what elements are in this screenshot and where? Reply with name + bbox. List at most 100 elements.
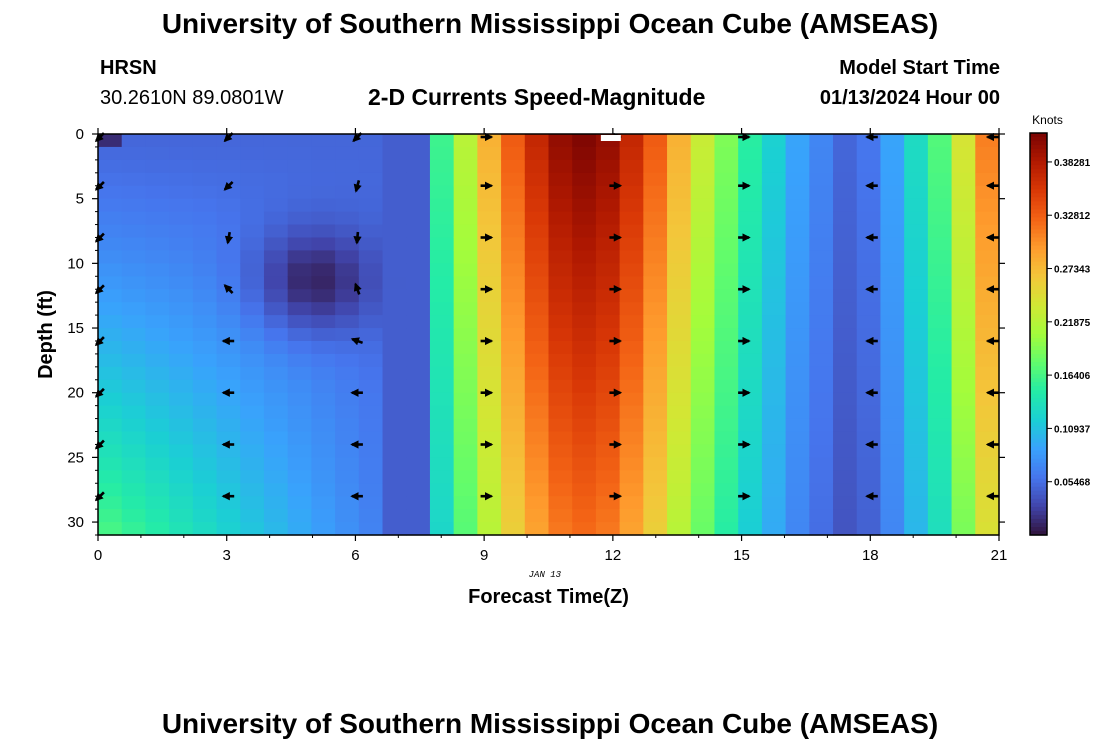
heatmap-cell [240, 522, 265, 536]
heatmap-cell [785, 263, 810, 277]
heatmap-cell [856, 444, 882, 458]
heatmap-cell [667, 366, 692, 381]
colorbar-segment [1030, 257, 1047, 263]
heatmap-cell [667, 159, 692, 174]
heatmap-cell [429, 134, 455, 148]
heatmap-cell [216, 444, 241, 458]
heatmap-cell [240, 224, 265, 239]
heatmap-cell [453, 522, 478, 536]
colorbar-segment [1030, 366, 1047, 371]
colorbar-segment [1030, 133, 1047, 138]
heatmap-cell [595, 483, 621, 497]
heatmap-cell [572, 237, 597, 252]
heatmap-cell [358, 366, 384, 381]
heatmap-cell [667, 172, 692, 187]
heatmap-cell [169, 392, 194, 407]
heatmap-cell [429, 353, 455, 368]
colorbar-segment [1030, 398, 1047, 403]
heatmap-cell [690, 146, 716, 161]
heatmap-cell [690, 405, 716, 420]
heatmap-cell [833, 405, 858, 420]
x-tick-label: 18 [862, 547, 879, 564]
heatmap-cell [951, 509, 976, 523]
colorbar-segment [1030, 249, 1047, 255]
heatmap-cell [738, 237, 763, 252]
heatmap-cell [501, 522, 526, 536]
heatmap-cell [951, 134, 976, 148]
heatmap-cell [169, 263, 194, 277]
colorbar-segment [1030, 209, 1047, 214]
heatmap-cell [524, 444, 550, 458]
heatmap-cell [121, 328, 147, 342]
heatmap-cell [358, 237, 384, 252]
heatmap-cell [429, 315, 455, 329]
heatmap-cell [192, 263, 218, 277]
heatmap-cell [406, 263, 431, 277]
heatmap-cell [572, 379, 597, 394]
heatmap-cell [927, 470, 953, 484]
heatmap-cell [619, 159, 644, 174]
heatmap-cell [429, 237, 455, 252]
heatmap-cell [382, 405, 407, 420]
heatmap-cell [98, 289, 123, 303]
heatmap-cell [809, 289, 834, 303]
heatmap-cell [761, 302, 787, 316]
heatmap-cell [809, 431, 834, 446]
heatmap-cell [311, 302, 336, 316]
heatmap-cell [667, 483, 692, 497]
heatmap-cell [619, 198, 644, 213]
heatmap-cell [856, 302, 882, 316]
heatmap-cell [477, 366, 502, 381]
heatmap-cell [477, 159, 502, 174]
heatmap-cell [382, 315, 407, 329]
colorbar-segment [1030, 350, 1047, 355]
model-start-label: Model Start Time [839, 57, 1000, 79]
heatmap-cell [785, 276, 810, 290]
heatmap-cell [975, 509, 1000, 523]
heatmap-cell [524, 250, 550, 264]
colorbar-segment [1030, 325, 1047, 331]
heatmap-cell [548, 172, 573, 187]
heatmap-cell [690, 224, 716, 239]
heatmap-cell [548, 224, 573, 239]
heatmap-cell [927, 431, 953, 446]
heatmap-cell [240, 444, 265, 458]
heatmap-cell [501, 340, 526, 355]
heatmap-cell [856, 405, 882, 420]
heatmap-cell [524, 134, 550, 148]
heatmap-cell [121, 431, 147, 446]
colorbar-segment [1030, 221, 1047, 227]
heatmap-cell [358, 172, 384, 187]
heatmap-cell [785, 496, 810, 510]
colorbar-segment [1030, 530, 1047, 536]
heatmap-cell [548, 211, 573, 226]
heatmap-cell [572, 457, 597, 471]
heatmap-cell [453, 302, 478, 316]
heatmap-cell [904, 340, 929, 355]
heatmap-cell [263, 483, 289, 497]
heatmap-cell [761, 483, 787, 497]
heatmap-cell [951, 289, 976, 303]
colorbar-segment [1030, 229, 1047, 235]
heatmap-cell [951, 159, 976, 174]
heatmap-cell [145, 250, 170, 264]
heatmap-cell [785, 289, 810, 303]
heatmap-cell [951, 224, 976, 239]
heatmap-cell [595, 496, 621, 510]
heatmap-cell [761, 198, 787, 213]
heatmap-cell [335, 418, 360, 433]
heatmap-cell [382, 328, 407, 342]
station-name: HRSN [100, 57, 157, 79]
heatmap-cell [643, 483, 668, 497]
heatmap-cell [311, 457, 336, 471]
heatmap-cell [240, 509, 265, 523]
heatmap-cell [192, 134, 218, 148]
date-label: JAN 13 [529, 570, 562, 580]
heatmap-cell [880, 483, 905, 497]
heatmap-cell [169, 340, 194, 355]
heatmap-cell [809, 172, 834, 187]
heatmap-cell [121, 366, 147, 381]
heatmap-cell [595, 302, 621, 316]
heatmap-cell [667, 431, 692, 446]
heatmap-cell [192, 509, 218, 523]
